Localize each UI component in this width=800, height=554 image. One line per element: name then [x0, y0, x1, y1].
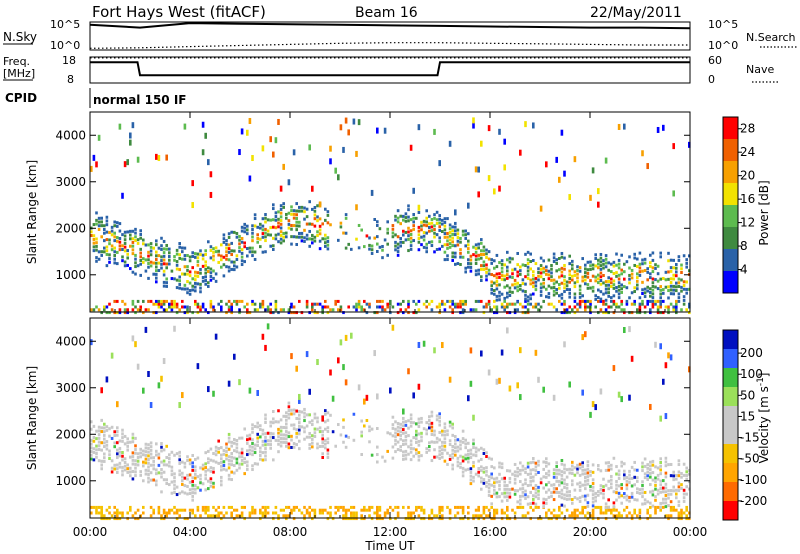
power-colorbar-frame: [722, 116, 739, 294]
x-tick-label: 16:00: [473, 525, 508, 539]
y-tick-label: 4000: [55, 334, 86, 348]
velocity-colorbar-swatch: [723, 482, 738, 501]
velocity-y-axis-label: Slant Range [km]: [25, 366, 39, 470]
cpid-value: normal 150 IF: [93, 93, 187, 107]
power-colorbar-swatch: [723, 271, 738, 293]
velocity-colorbar-swatch: [723, 349, 738, 368]
velocity-colorbar-swatch: [723, 463, 738, 482]
velocity-colorbar-tick-label: -50: [740, 452, 760, 466]
power-colorbar-tick-label: 20: [740, 169, 755, 183]
nsky-tick-bottom: 10^0: [50, 39, 80, 52]
x-tick-label: 00:00: [73, 525, 108, 539]
power-colorbar-tick-label: 12: [740, 216, 755, 230]
velocity-colorbar-swatch: [723, 425, 738, 444]
nsky-tick-top: 10^5: [50, 18, 80, 31]
velocity-colorbar-swatch: [723, 444, 738, 463]
velocity-colorbar-swatch: [723, 330, 738, 349]
cpid-label: CPID: [5, 91, 37, 105]
power-colorbar-label: Power [dB]: [757, 180, 771, 245]
velocity-colorbar-tick-label: 15: [740, 409, 755, 423]
nsearch-label: N.Search: [746, 31, 796, 44]
freq-tick-top: 18: [62, 54, 76, 67]
nsky-series-line: [89, 22, 691, 30]
power-colorbar-swatch: [723, 161, 738, 183]
velocity-colorbar-tick-label: -200: [740, 494, 767, 508]
velocity-colorbar-tick-label: 200: [740, 346, 763, 360]
y-tick-label: 4000: [55, 128, 86, 142]
power-axes: 1000 2000 3000 4000: [55, 112, 691, 312]
nave-label: Nave: [746, 63, 774, 76]
power-colorbar-swatch: [723, 227, 738, 249]
velocity-colorbar-tick-label: 50: [740, 388, 755, 402]
velocity-colorbar-tick-label: -15: [740, 431, 760, 445]
nave-tick-top: 60: [708, 54, 722, 67]
nsearch-series-line: [89, 42, 690, 49]
freq-panel-frame: [89, 56, 691, 84]
velocity-colorbar-label: Velocity [m s-1]: [756, 373, 771, 464]
x-tick-label: 00:00: [673, 525, 708, 539]
x-tick-label: 08:00: [273, 525, 308, 539]
freq-series-line: [90, 61, 690, 77]
power-colorbar-tick-label: 16: [740, 192, 755, 206]
nave-tick-bottom: 0: [708, 73, 715, 86]
y-tick-label: 3000: [55, 175, 86, 189]
freq-tick-bottom: 8: [67, 73, 74, 86]
time-axis-label: Time UT: [364, 539, 415, 553]
power-y-axis-label: Slant Range [km]: [25, 160, 39, 264]
velocity-colorbar: 200 100 50 15 -15 -50 -100 -200: [722, 329, 767, 521]
x-tick-label: 20:00: [573, 525, 608, 539]
power-colorbar: 4 8 12 16 20 24 28: [722, 116, 755, 294]
nsky-label: N.Sky: [3, 30, 37, 44]
velocity-colorbar-swatch: [723, 406, 738, 425]
y-tick-label: 2000: [55, 427, 86, 441]
power-colorbar-swatch: [723, 117, 738, 139]
velocity-colorbar-swatch: [723, 368, 738, 387]
y-tick-label: 2000: [55, 221, 86, 235]
y-tick-label: 1000: [55, 474, 86, 488]
velocity-colorbar-tick-label: -100: [740, 473, 767, 487]
x-tick-label: 12:00: [373, 525, 408, 539]
date-label: 22/May/2011: [590, 5, 682, 21]
velocity-axes: 1000 2000 3000 4000: [55, 318, 691, 518]
power-colorbar-tick-label: 4: [740, 263, 748, 277]
freq-label: Freq.: [3, 55, 30, 68]
velocity-colorbar-frame: [722, 329, 739, 521]
power-colorbar-tick-label: 8: [740, 239, 748, 253]
power-colorbar-swatch: [723, 249, 738, 271]
velocity-heatmap-cells: [90, 323, 691, 521]
plot-title: Fort Hays West (fitACF): [92, 3, 266, 21]
velocity-colorbar-swatch: [723, 387, 738, 406]
nsearch-tick-top: 10^5: [708, 18, 738, 31]
nsearch-tick-bottom: 10^0: [708, 39, 738, 52]
power-colorbar-tick-label: 28: [740, 122, 755, 136]
power-colorbar-swatch: [723, 205, 738, 227]
time-axis-ticklabels: 00:00 04:00 08:00 12:00 16:00 20:00 00:00: [73, 525, 708, 539]
y-tick-label: 1000: [55, 268, 86, 282]
freq-unit-label: [MHz]: [3, 67, 35, 80]
power-colorbar-tick-label: 24: [740, 145, 755, 159]
power-heatmap-cells: [90, 117, 691, 315]
velocity-colorbar-tick-label: 100: [740, 367, 763, 381]
power-colorbar-swatch: [723, 183, 738, 205]
y-tick-label: 3000: [55, 381, 86, 395]
velocity-colorbar-swatch: [723, 501, 738, 520]
power-colorbar-swatch: [723, 139, 738, 161]
beam-label: Beam 16: [355, 5, 418, 21]
noise-panel-frame: [89, 21, 691, 51]
x-tick-label: 04:00: [173, 525, 208, 539]
